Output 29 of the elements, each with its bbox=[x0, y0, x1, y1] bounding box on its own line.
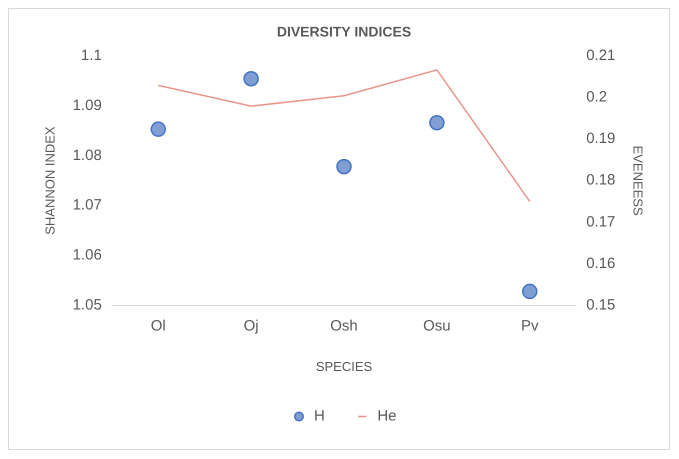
y-tick-label: 1.05 bbox=[72, 296, 102, 314]
y-tick-label: 1.1 bbox=[80, 46, 102, 64]
y-tick-label: 1.08 bbox=[72, 146, 102, 164]
legend-label: H bbox=[314, 408, 325, 425]
x-tick-label: Ol bbox=[150, 318, 166, 335]
y2-tick-label: 0.2 bbox=[586, 88, 608, 106]
y-tick-label: 1.09 bbox=[72, 96, 102, 114]
legend-label: He bbox=[377, 408, 397, 425]
point bbox=[429, 114, 445, 130]
point bbox=[150, 121, 166, 137]
y2-tick-label: 0.21 bbox=[586, 46, 616, 64]
y-tick-label: 1.06 bbox=[72, 246, 102, 264]
x-tick-label: Osh bbox=[330, 318, 358, 335]
x-tick-label: Pv bbox=[521, 318, 540, 335]
y2-tick-label: 0.15 bbox=[586, 296, 616, 314]
x-tick-label: Osu bbox=[423, 318, 451, 335]
y-axis-title: SHANNON INDEX bbox=[42, 126, 58, 235]
y2-tick-label: 0.16 bbox=[586, 254, 616, 272]
x-axis-title: SPECIES bbox=[316, 358, 373, 374]
y2-axis-title: EVENEESS bbox=[630, 146, 646, 216]
x-tick-label: Oj bbox=[244, 318, 259, 335]
chart-title: DIVERSITY INDICES bbox=[276, 23, 412, 40]
y-tick-label: 1.07 bbox=[72, 196, 102, 214]
y2-tick-label: 0.17 bbox=[586, 213, 616, 230]
y2-tick-label: 0.18 bbox=[586, 172, 616, 189]
point bbox=[522, 284, 538, 300]
point bbox=[336, 158, 352, 174]
point bbox=[243, 71, 259, 87]
y2-tick-label: 0.19 bbox=[586, 130, 616, 148]
